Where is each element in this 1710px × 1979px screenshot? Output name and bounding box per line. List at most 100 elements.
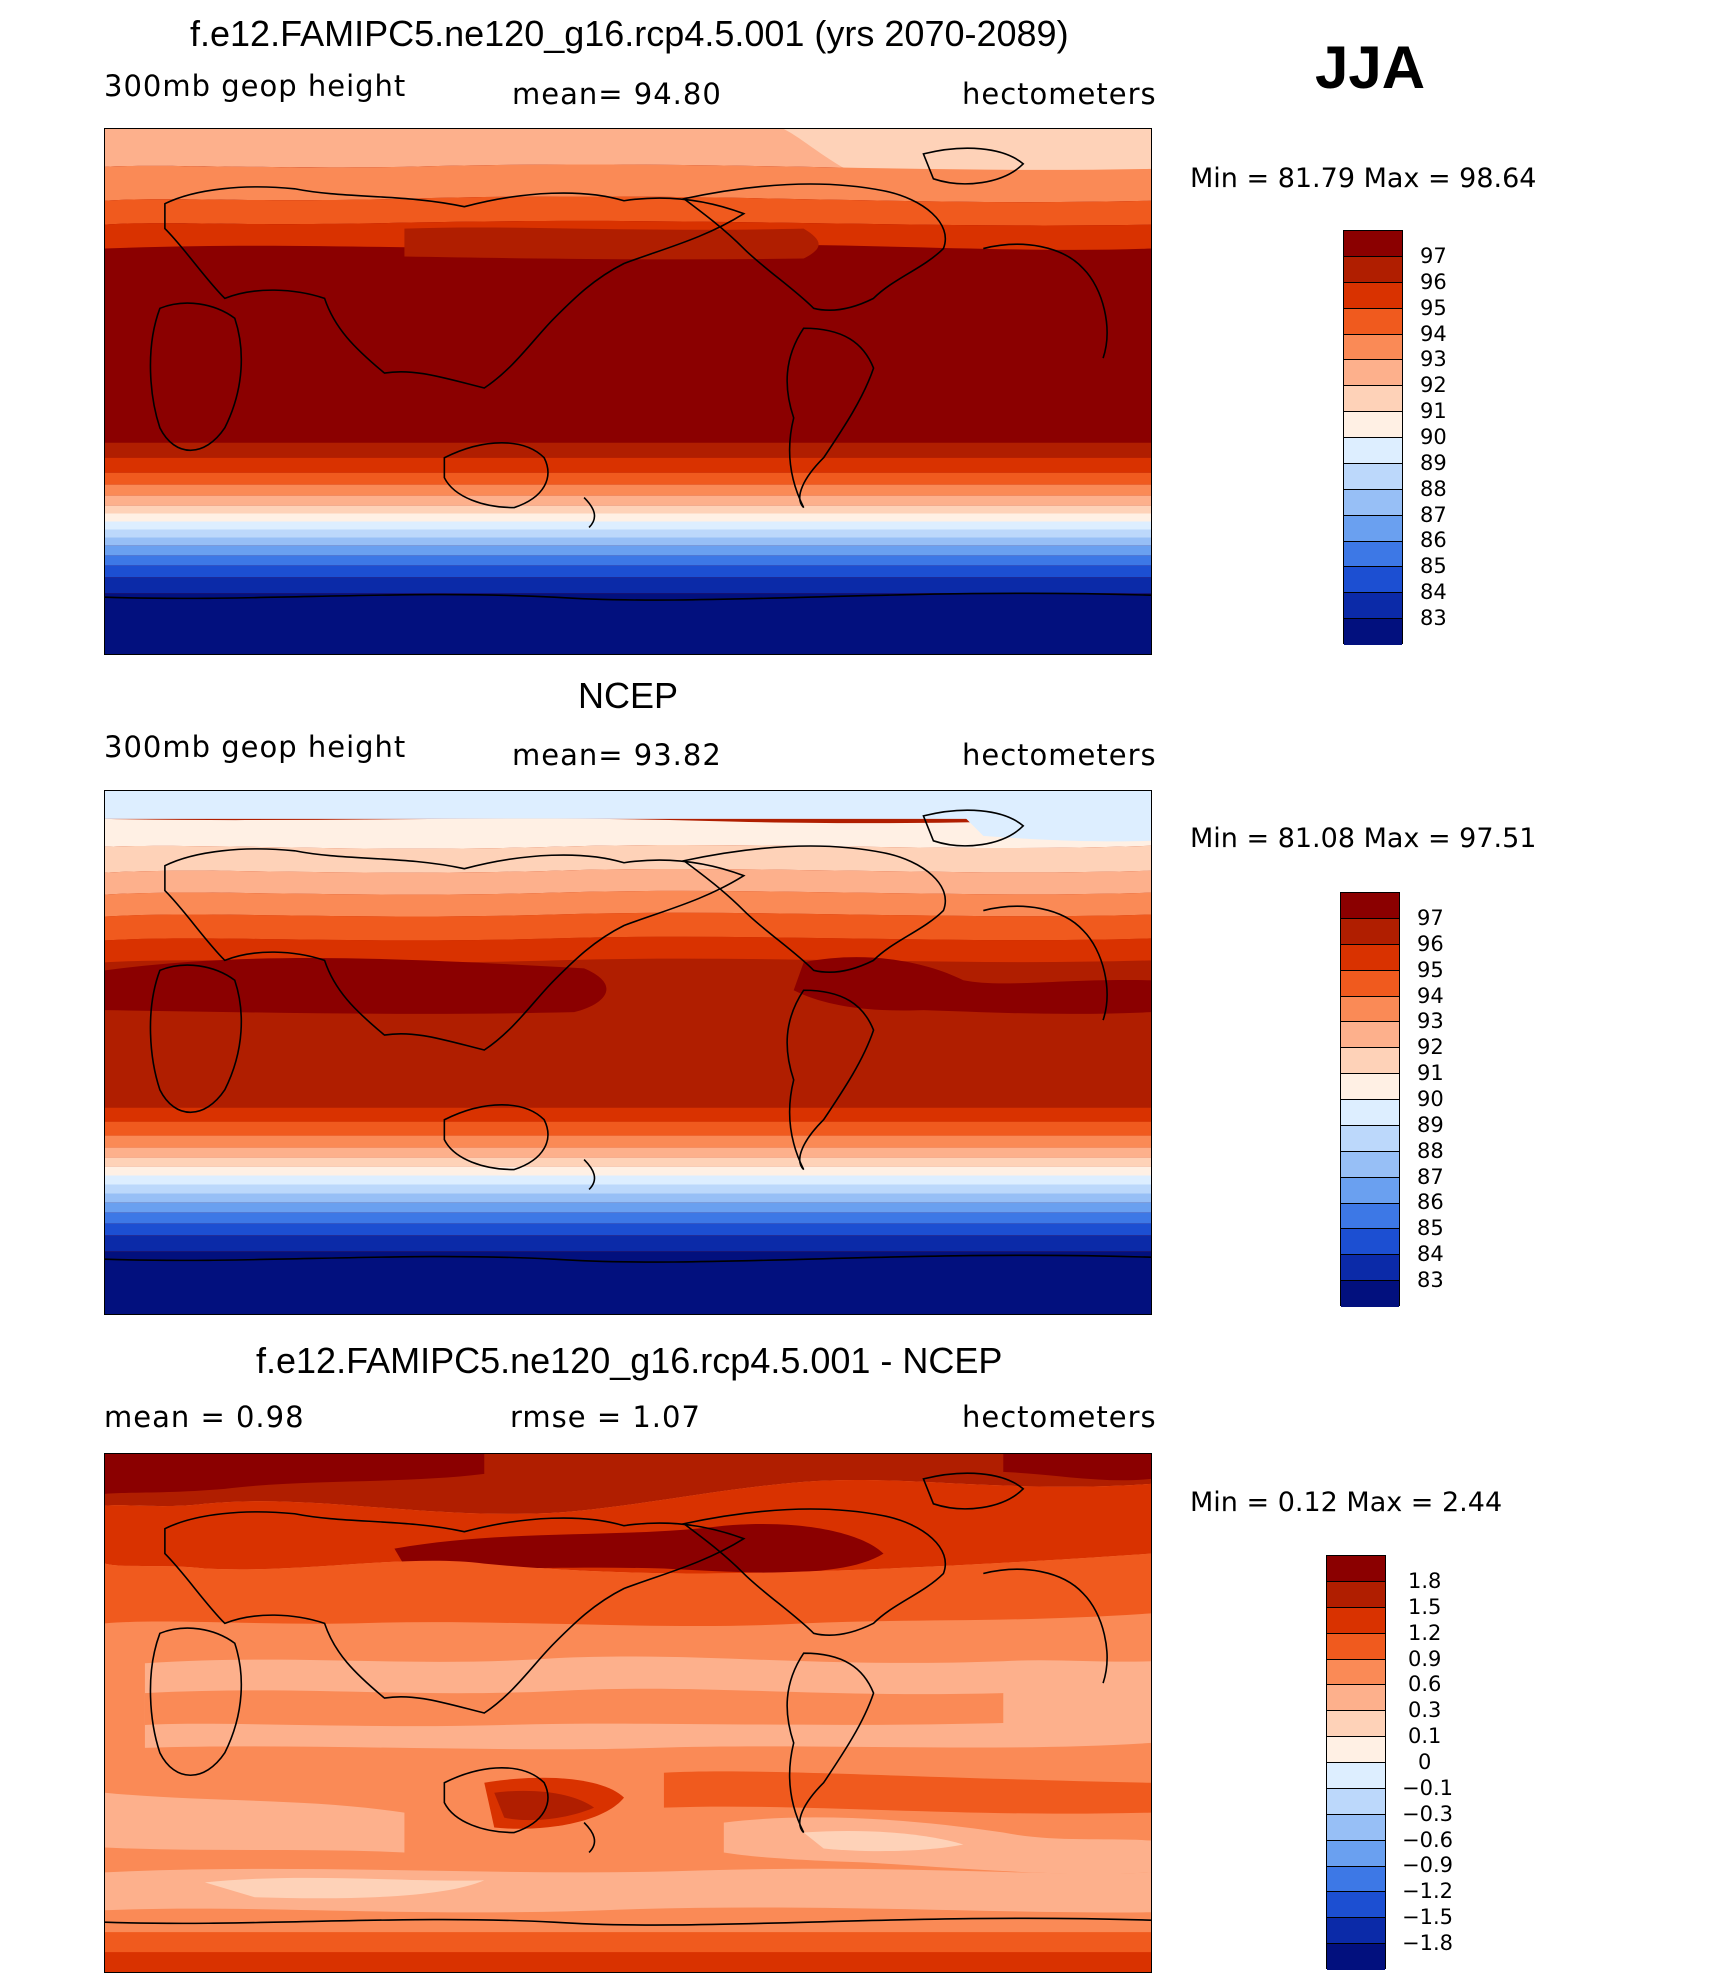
panel1-colorbar-label: 89 [1420, 451, 1447, 475]
panel1-colorbar-label: 85 [1420, 554, 1447, 578]
panel2-colorbar-cell [1341, 1203, 1399, 1230]
panel3-colorbar-cell [1327, 1814, 1385, 1841]
panel2-colorbar-label: 91 [1417, 1061, 1444, 1085]
panel1-colorbar-cell [1344, 360, 1402, 387]
panel2-colorbar-label: 92 [1417, 1035, 1444, 1059]
panel2-colorbar-cell [1341, 1022, 1399, 1049]
panel2-colorbar-label: 88 [1417, 1139, 1444, 1163]
panel1-colorbar-label: 88 [1420, 477, 1447, 501]
panel1-minmax: Min = 81.79 Max = 98.64 [1190, 163, 1537, 194]
panel3-colorbar-cell [1327, 1633, 1385, 1660]
season-label: JJA [1315, 34, 1426, 101]
panel3-colorbar-cell [1327, 1763, 1385, 1789]
panel2-colorbar-label: 93 [1417, 1009, 1444, 1033]
panel2-mean-label: mean= 93.82 [512, 738, 722, 772]
panel3-colorbar-cell [1327, 1659, 1385, 1686]
panel1-colorbar-cell [1344, 541, 1402, 568]
panel2-colorbar [1340, 892, 1400, 1307]
panel2-colorbar-label: 95 [1417, 958, 1444, 982]
panel1-colorbar [1343, 230, 1403, 645]
panel1-field-svg [105, 129, 1151, 654]
panel1-colorbar-cell [1344, 282, 1402, 309]
panel3-title: f.e12.FAMIPC5.ne120_g16.rcp4.5.001 - NCE… [256, 1340, 1003, 1381]
panel1-variable-label: 300mb geop height [104, 69, 407, 103]
panel2-colorbar-label: 85 [1417, 1216, 1444, 1240]
panel1-colorbar-label: 86 [1420, 528, 1447, 552]
panel2-colorbar-cell [1341, 893, 1399, 919]
panel3-colorbar-label: 1.8 [1408, 1569, 1442, 1593]
panel3-rmse-label: rmse = 1.07 [510, 1400, 701, 1434]
panel3-colorbar-cell [1327, 1944, 1385, 1970]
panel1-colorbar-label: 95 [1420, 296, 1447, 320]
panel1-colorbar-label: 84 [1420, 580, 1447, 604]
panel3-colorbar-label: 0.9 [1408, 1647, 1442, 1671]
panel2-colorbar-label: 86 [1417, 1190, 1444, 1214]
panel1-colorbar-cell [1344, 412, 1402, 438]
panel1-colorbar-cell [1344, 334, 1402, 361]
panel2-field-svg [105, 791, 1151, 1314]
panel2-colorbar-cell [1341, 1074, 1399, 1100]
panel2-units-label: hectometers [962, 738, 1157, 772]
panel3-field-svg [105, 1454, 1151, 1972]
panel3-colorbar-label: −1.8 [1402, 1931, 1453, 1955]
panel2-colorbar-label: 90 [1417, 1087, 1444, 1111]
panel2-colorbar-cell [1341, 1125, 1399, 1152]
panel3-colorbar-cell [1327, 1892, 1385, 1919]
panel2-colorbar-cell [1341, 1229, 1399, 1256]
panel2-map [104, 790, 1152, 1315]
panel2-colorbar-cell [1341, 996, 1399, 1023]
panel3-colorbar-label: −0.6 [1402, 1828, 1453, 1852]
panel3-colorbar-label: 0.3 [1408, 1698, 1442, 1722]
panel1-colorbar-label: 92 [1420, 373, 1447, 397]
panel3-colorbar-label: 1.5 [1408, 1595, 1442, 1619]
panel1-title: f.e12.FAMIPC5.ne120_g16.rcp4.5.001 (yrs … [190, 13, 1069, 54]
panel3-colorbar-cell [1327, 1556, 1385, 1582]
panel3-colorbar-cell [1327, 1918, 1385, 1945]
panel1-colorbar-cell [1344, 567, 1402, 594]
panel1-colorbar-cell [1344, 515, 1402, 542]
panel3-colorbar-label: 0 [1418, 1750, 1432, 1774]
panel3-mean-label: mean = 0.98 [104, 1400, 305, 1434]
panel2-colorbar-cell [1341, 944, 1399, 971]
panel1-colorbar-cell [1344, 463, 1402, 490]
panel1-colorbar-label: 93 [1420, 347, 1447, 371]
panel2-colorbar-cell [1341, 1100, 1399, 1126]
panel2-coastlines [105, 809, 1151, 1263]
panel3-colorbar-label: −1.5 [1402, 1905, 1453, 1929]
panel3-colorbar-cell [1327, 1685, 1385, 1712]
panel2-colorbar-label: 94 [1417, 984, 1444, 1008]
panel3-map [104, 1453, 1152, 1973]
panel1-units-label: hectometers [962, 77, 1157, 111]
panel3-colorbar-cell [1327, 1866, 1385, 1893]
panel2-colorbar-label: 84 [1417, 1242, 1444, 1266]
panel2-variable-label: 300mb geop height [104, 730, 407, 764]
panel3-colorbar-cell [1327, 1607, 1385, 1634]
panel3-colorbar-cell [1327, 1581, 1385, 1608]
panel2-colorbar-label: 83 [1417, 1268, 1444, 1292]
panel1-colorbar-cell [1344, 619, 1402, 645]
panel3-colorbar-label: −0.1 [1402, 1776, 1453, 1800]
panel1-map [104, 128, 1152, 655]
panel2-colorbar-label: 87 [1417, 1165, 1444, 1189]
panel1-colorbar-cell [1344, 256, 1402, 283]
panel2-colorbar-cell [1341, 1255, 1399, 1282]
panel2-colorbar-cell [1341, 1048, 1399, 1075]
panel2-colorbar-label: 96 [1417, 932, 1444, 956]
panel1-colorbar-label: 90 [1420, 425, 1447, 449]
panel3-colorbar-label: −1.2 [1402, 1879, 1453, 1903]
panel1-colorbar-cell [1344, 438, 1402, 464]
panel1-colorbar-cell [1344, 386, 1402, 413]
panel3-colorbar-cell [1327, 1711, 1385, 1738]
panel2-colorbar-cell [1341, 970, 1399, 997]
panel3-minmax: Min = 0.12 Max = 2.44 [1190, 1487, 1503, 1518]
panel1-colorbar-label: 83 [1420, 606, 1447, 630]
panel3-units-label: hectometers [962, 1400, 1157, 1434]
panel2-colorbar-cell [1341, 1177, 1399, 1204]
panel2-colorbar-cell [1341, 1281, 1399, 1307]
panel1-colorbar-cell [1344, 489, 1402, 516]
panel3-colorbar-cell [1327, 1840, 1385, 1867]
panel1-coastlines [105, 147, 1151, 601]
panel3-colorbar-cell [1327, 1788, 1385, 1815]
panel3-colorbar [1326, 1555, 1386, 1970]
panel3-colorbar-label: 0.1 [1408, 1724, 1442, 1748]
